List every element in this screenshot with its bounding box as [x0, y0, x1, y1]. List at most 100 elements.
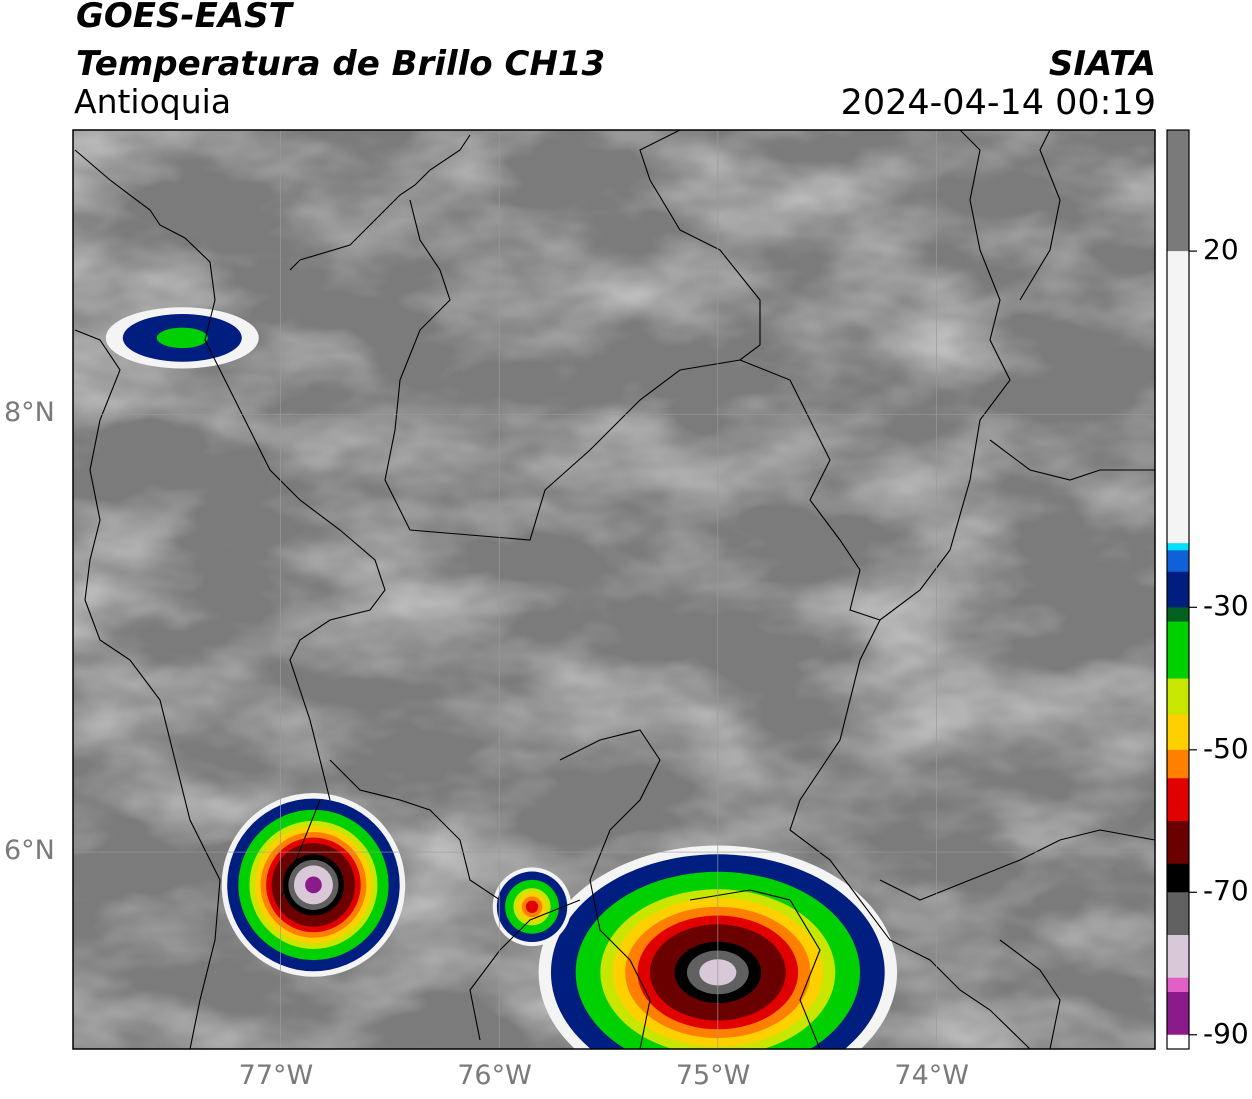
colorbar-band: [1167, 151, 1189, 160]
colorbar-band: [1167, 885, 1189, 893]
colorbar-band: [1167, 429, 1189, 437]
colorbar-band: [1167, 186, 1189, 195]
colorbar-band: [1167, 863, 1189, 872]
temperature-contour: [156, 327, 208, 349]
colorbar-band: [1167, 208, 1189, 217]
colorbar-band: [1167, 293, 1189, 302]
colorbar-band: [1167, 650, 1189, 658]
longitude-label: 76°W: [457, 1060, 532, 1091]
colorbar-band: [1167, 942, 1189, 950]
colorbar-band: [1167, 778, 1189, 787]
colorbar-band: [1167, 179, 1189, 188]
colorbar-band: [1167, 386, 1189, 395]
colorbar-band: [1167, 671, 1189, 680]
longitude-label: 74°W: [894, 1060, 969, 1091]
colorbar-band: [1167, 500, 1189, 509]
colorbar-band: [1167, 229, 1189, 238]
colorbar-band: [1167, 806, 1189, 815]
colorbar-band: [1167, 792, 1189, 801]
colorbar-band: [1167, 664, 1189, 673]
colorbar-band: [1167, 813, 1189, 822]
colorbar-band: [1167, 158, 1189, 167]
colorbar-band: [1167, 379, 1189, 388]
map-frame: [72, 129, 1156, 1050]
coastline-urabá: [289, 134, 471, 271]
colorbar-band: [1167, 956, 1189, 965]
colorbar-band: [1167, 607, 1189, 616]
storm-cell-small: [492, 867, 572, 947]
latitude-label: 8°N: [4, 397, 55, 429]
colorbar-band: [1167, 749, 1189, 758]
colorbar-band: [1167, 585, 1189, 594]
colorbar-band: [1167, 528, 1189, 537]
border-municipal-southeast: [879, 829, 1155, 1049]
colorbar-band: [1167, 714, 1189, 722]
colorbar-tick-label: -70: [1203, 874, 1249, 908]
border-municipal-west: [279, 759, 501, 901]
brand-label: SIATA: [1048, 44, 1156, 84]
colorbar-band: [1167, 735, 1189, 744]
colorbar-band: [1167, 920, 1189, 929]
colorbar-band: [1167, 621, 1189, 630]
colorbar-band: [1167, 236, 1189, 245]
colorbar-tick-label: -30: [1203, 589, 1249, 623]
colorbar-band: [1167, 949, 1189, 957]
colorbar-band: [1167, 201, 1189, 209]
colorbar-band: [1167, 1006, 1189, 1014]
colorbar-band: [1167, 692, 1189, 701]
storm-cell-west: [221, 792, 406, 977]
colorbar-band: [1167, 507, 1189, 516]
colorbar-band: [1167, 564, 1189, 573]
colorbar-band: [1167, 365, 1189, 373]
colorbar-band: [1167, 464, 1189, 473]
colorbar-band: [1167, 215, 1189, 224]
colorbar-band: [1167, 194, 1189, 202]
colorbar-tick-label: -90: [1203, 1016, 1249, 1050]
colorbar-band: [1167, 977, 1189, 986]
latitude-label: 6°N: [4, 835, 55, 867]
colorbar-band: [1167, 130, 1189, 138]
colorbar-band: [1167, 756, 1189, 765]
colorbar-band: [1167, 414, 1189, 423]
colorbar-band: [1167, 479, 1189, 487]
colorbar-band: [1167, 400, 1189, 409]
colorbar-band: [1167, 821, 1189, 829]
colorbar-band: [1167, 799, 1189, 808]
temperature-contour: [305, 876, 322, 894]
colorbar-band: [1167, 272, 1189, 281]
colorbar-band: [1167, 422, 1189, 430]
colorbar-band: [1167, 657, 1189, 665]
longitude-label: 75°W: [675, 1060, 751, 1091]
colorbar-band: [1167, 521, 1189, 530]
temperature-contour: [525, 900, 539, 913]
colorbar-band: [1167, 927, 1189, 936]
colorbar-frame: [1166, 129, 1190, 1050]
colorbar-band: [1167, 849, 1189, 858]
colorbar-band: [1167, 635, 1189, 644]
longitude-label: 77°W: [238, 1060, 314, 1091]
colorbar-band: [1167, 372, 1189, 380]
colorbar-band: [1167, 1013, 1189, 1022]
colorbar-band: [1167, 137, 1189, 145]
colorbar-band: [1167, 308, 1189, 316]
storm-cell-northwest: [105, 307, 259, 369]
border-department-northeast: [789, 619, 1031, 1049]
colorbar-band: [1167, 536, 1189, 544]
colorbar-band: [1167, 999, 1189, 1007]
colorbar-band: [1167, 742, 1189, 751]
colorbar-band: [1167, 913, 1189, 922]
region-label: Antioquia: [74, 82, 232, 121]
colorbar-band: [1167, 1041, 1189, 1050]
coastline-pacific: [74, 329, 221, 1049]
colorbar-band: [1167, 279, 1189, 288]
colorbar-band: [1167, 265, 1189, 274]
colorbar-band: [1167, 892, 1189, 900]
timestamp-label: 2024-04-14 00:19: [840, 83, 1156, 123]
colorbar-band: [1167, 457, 1189, 466]
colorbar-band: [1167, 550, 1189, 559]
colorbar-band: [1167, 963, 1189, 972]
colorbar-band: [1167, 721, 1189, 730]
colorbar-band: [1167, 1020, 1189, 1029]
colorbar-band: [1167, 350, 1189, 359]
colorbar-band: [1167, 600, 1189, 608]
